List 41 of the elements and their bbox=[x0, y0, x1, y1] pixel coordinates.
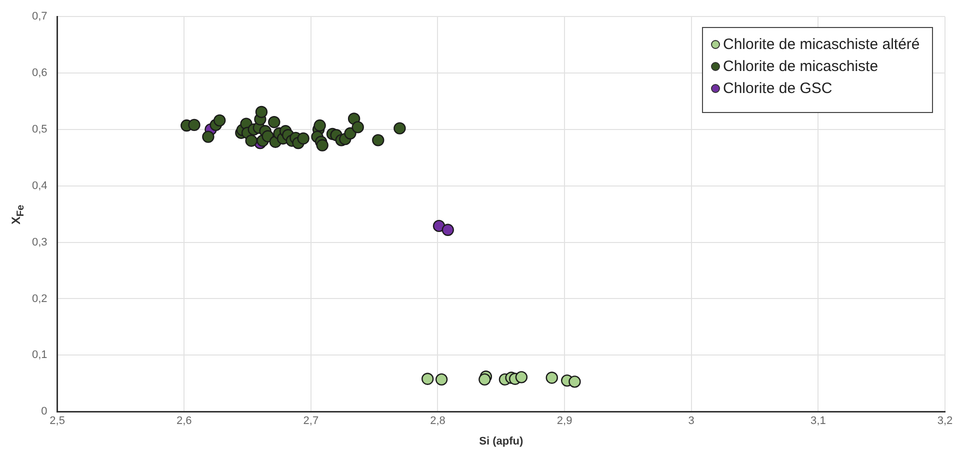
x-tick-label: 2,8 bbox=[430, 415, 446, 428]
point bbox=[188, 118, 200, 132]
legend-label: Chlorite de micaschiste altéré bbox=[723, 36, 920, 53]
point bbox=[372, 134, 384, 146]
x-tick-label: 2,5 bbox=[50, 415, 65, 428]
point bbox=[421, 372, 434, 385]
y-tick-label: 0,5 bbox=[32, 123, 48, 136]
y-tick-label: 0 bbox=[41, 406, 48, 418]
point bbox=[394, 122, 406, 134]
point bbox=[568, 376, 581, 388]
x-tick-label: 3,2 bbox=[937, 415, 953, 428]
x-tick-label: 2,9 bbox=[556, 415, 572, 428]
y-tick-label: 0,1 bbox=[32, 349, 48, 362]
point bbox=[515, 371, 528, 384]
y-tick-label: 0,2 bbox=[32, 292, 48, 305]
y-tick-label: 0,6 bbox=[32, 67, 48, 80]
x-tick-label: 3,1 bbox=[810, 415, 826, 428]
point bbox=[435, 373, 448, 386]
y-tick-label: 0,7 bbox=[32, 10, 48, 23]
point bbox=[268, 116, 280, 128]
point bbox=[214, 114, 226, 127]
point bbox=[316, 139, 328, 152]
point bbox=[546, 372, 558, 384]
legend-label: Chlorite de micaschiste bbox=[723, 58, 878, 75]
point bbox=[352, 121, 364, 134]
legend-label: Chlorite de GSC bbox=[723, 80, 832, 97]
point bbox=[432, 220, 446, 232]
x-tick-label: 2,7 bbox=[303, 415, 319, 428]
x-axis-title: Si (apfu) bbox=[479, 435, 524, 448]
point bbox=[478, 373, 491, 386]
point bbox=[442, 224, 454, 236]
x-tick-label: 3 bbox=[688, 415, 694, 428]
point bbox=[202, 130, 214, 143]
point bbox=[245, 134, 258, 147]
point bbox=[297, 132, 310, 145]
y-tick-label: 0,3 bbox=[32, 236, 48, 248]
y-tick-label: 0,4 bbox=[32, 180, 48, 192]
point bbox=[314, 119, 326, 132]
point bbox=[255, 106, 268, 118]
point bbox=[344, 127, 356, 140]
x-tick-label: 2,6 bbox=[176, 415, 192, 428]
